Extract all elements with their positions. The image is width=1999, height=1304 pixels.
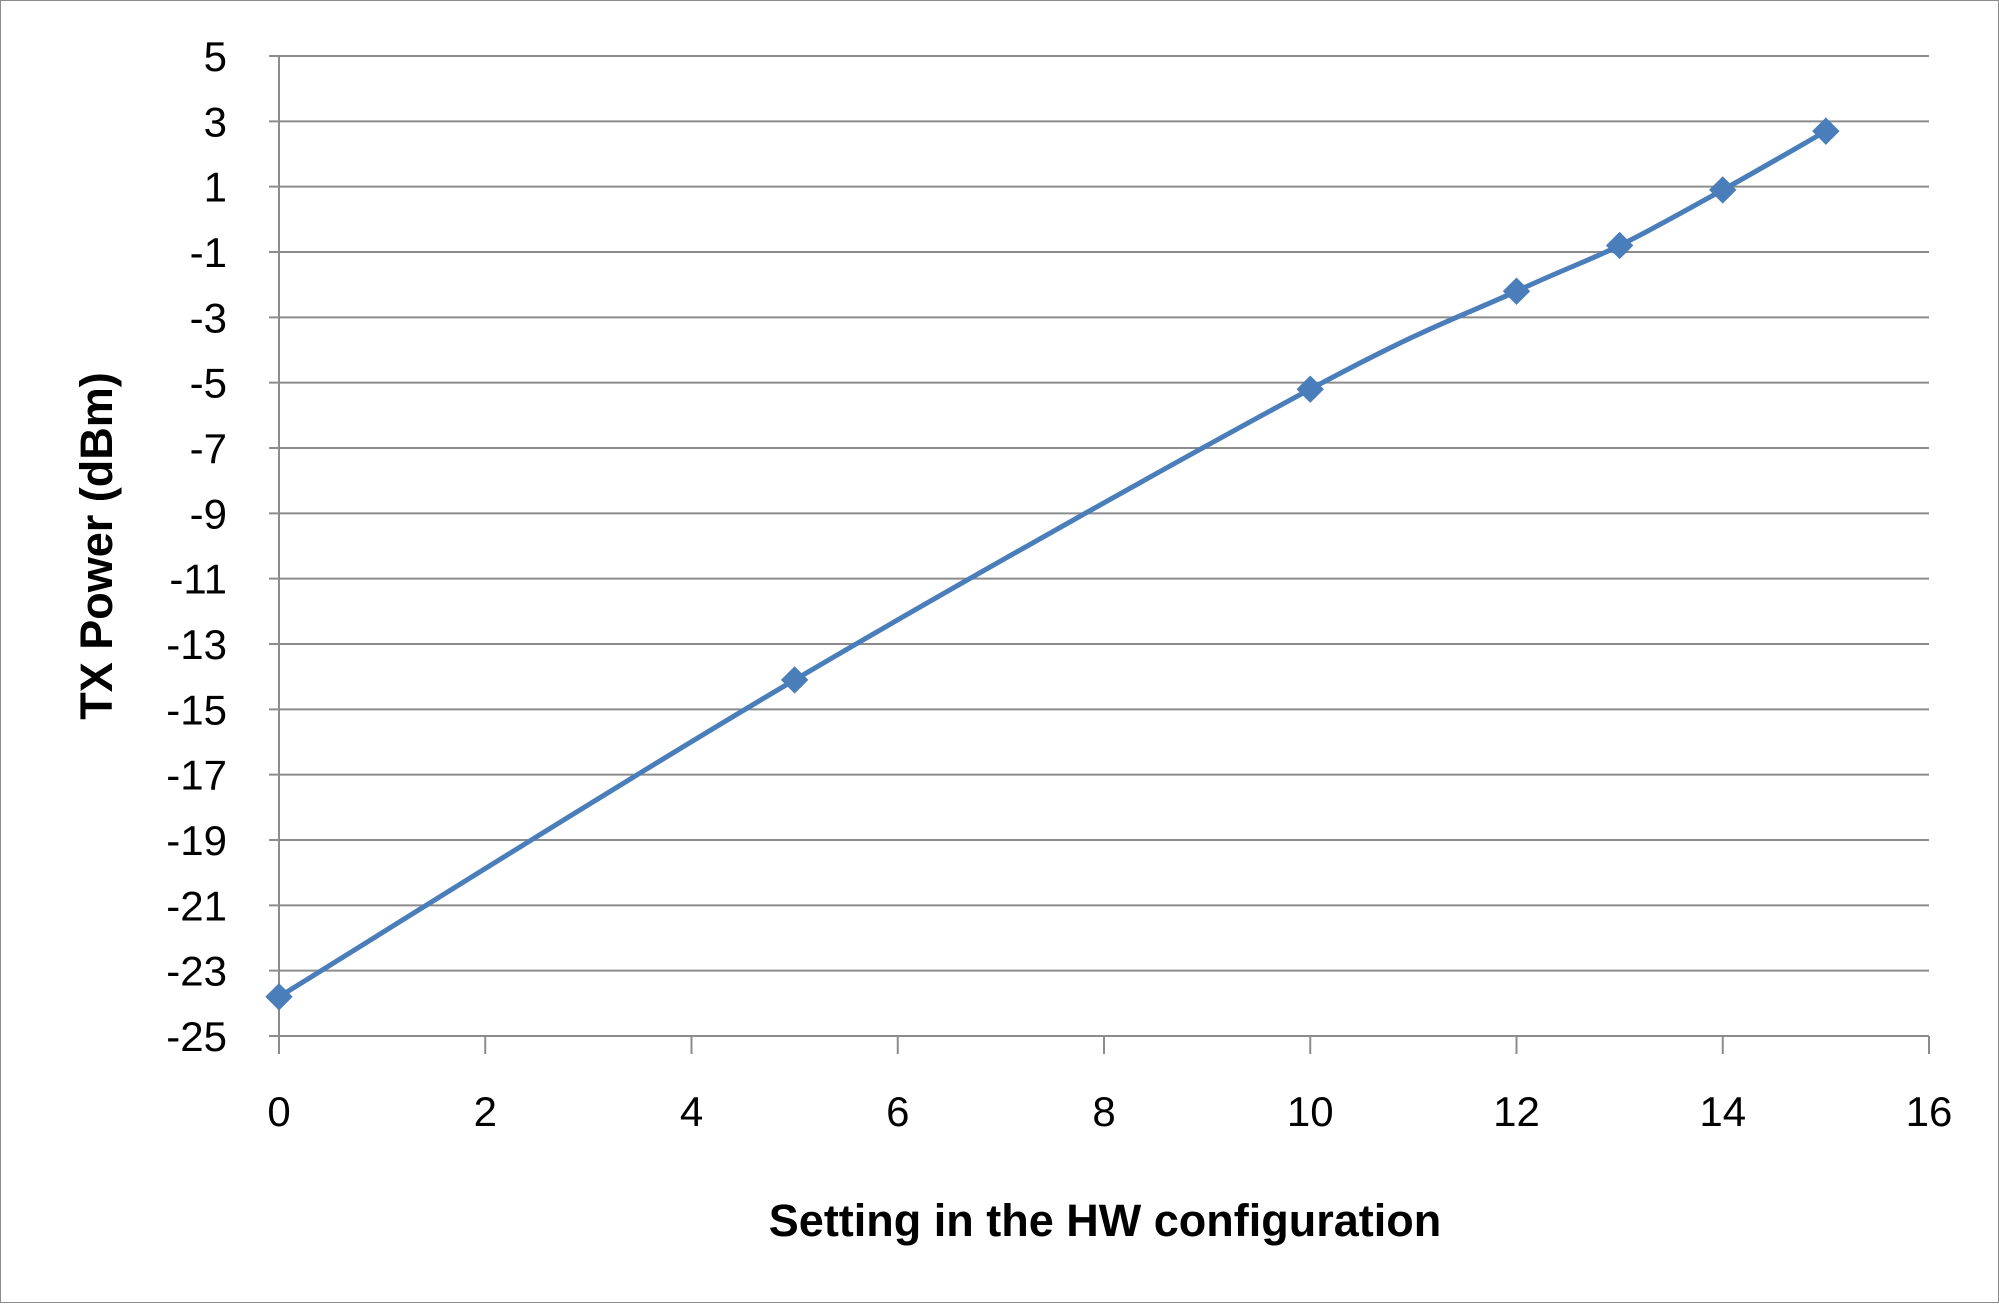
x-tick-label: 10 bbox=[1287, 1088, 1334, 1135]
y-tick-label: -7 bbox=[190, 425, 227, 472]
x-tick-label: 12 bbox=[1493, 1088, 1540, 1135]
x-tick-label: 16 bbox=[1906, 1088, 1953, 1135]
y-tick-label: -23 bbox=[166, 948, 227, 995]
y-tick-label: -19 bbox=[166, 817, 227, 864]
x-tick-labels: 0 2 4 6 8 10 12 14 16 bbox=[267, 1088, 1952, 1135]
y-tick-label: 5 bbox=[204, 33, 227, 80]
y-tick-label: -1 bbox=[190, 229, 227, 276]
data-point-marker bbox=[780, 666, 809, 694]
y-tick-label: -15 bbox=[166, 686, 227, 733]
data-point-marker bbox=[1709, 176, 1737, 204]
x-tick-label: 0 bbox=[267, 1088, 290, 1135]
gridlines bbox=[269, 55, 1929, 1037]
series bbox=[265, 117, 1840, 1011]
y-tick-labels: 5 3 1 -1 -3 -5 -7 -9 -11 -13 -15 -17 -19 -21 -23 -25 bbox=[166, 33, 227, 1060]
y-tick-label: -9 bbox=[190, 490, 227, 537]
x-tick-label: 2 bbox=[474, 1088, 497, 1135]
data-point-marker bbox=[265, 983, 293, 1011]
y-tick-label: 3 bbox=[204, 98, 227, 145]
data-point-marker bbox=[1502, 277, 1531, 305]
y-tick-label: 1 bbox=[204, 164, 227, 211]
x-tick-label: 8 bbox=[1092, 1088, 1115, 1135]
data-point-marker bbox=[1296, 375, 1324, 403]
y-tick-label: -13 bbox=[166, 621, 227, 668]
axes bbox=[278, 56, 1930, 1054]
y-axis-title: TX Power (dBm) bbox=[71, 372, 122, 720]
y-tick-label: -5 bbox=[190, 360, 227, 407]
y-tick-label: -3 bbox=[190, 294, 227, 341]
x-axis-title: Setting in the HW configuration bbox=[769, 1195, 1441, 1246]
y-tick-label: -25 bbox=[166, 1013, 227, 1060]
data-point-marker bbox=[1605, 231, 1634, 260]
data-point-marker bbox=[1812, 117, 1840, 145]
x-tick-label: 14 bbox=[1699, 1088, 1746, 1135]
y-tick-label: -17 bbox=[166, 752, 227, 799]
y-tick-label: -21 bbox=[166, 882, 227, 929]
x-tick-label: 6 bbox=[886, 1088, 909, 1135]
y-tick-label: -11 bbox=[169, 556, 227, 603]
series-line bbox=[277, 128, 1828, 999]
x-tick-label: 4 bbox=[680, 1088, 703, 1135]
